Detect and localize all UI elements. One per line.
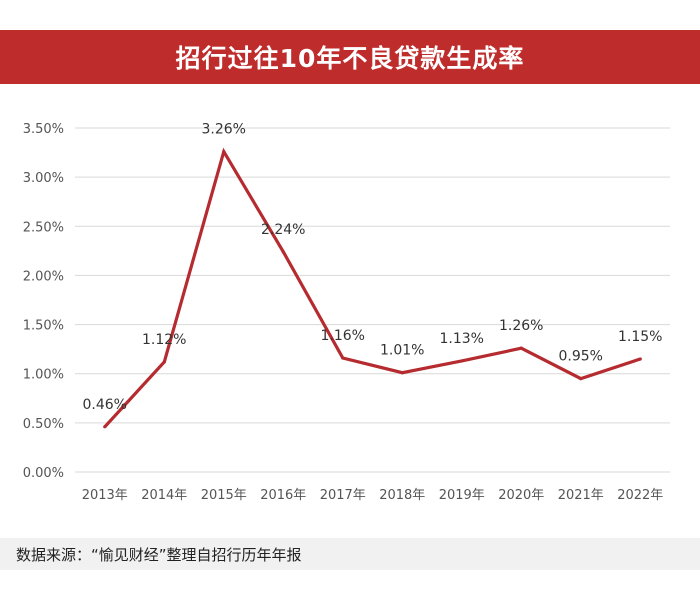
y-tick-label: 0.00% [23, 466, 64, 481]
data-label: 0.46% [83, 397, 127, 413]
x-tick-label: 2016年 [260, 488, 306, 503]
data-point [579, 377, 583, 381]
x-tick-label: 2018年 [379, 488, 425, 503]
x-tick-label: 2019年 [439, 488, 485, 503]
line-chart: 0.00% 0.50% 1.00% 1.50% 2.00% 2.50% 3.00% 3.50%… [23, 122, 670, 503]
y-tick-label: 3.50% [23, 122, 64, 137]
y-tick-label: 1.00% [23, 368, 64, 383]
x-tick-label: 2014年 [141, 488, 187, 503]
gridlines [75, 127, 670, 473]
chart-title-banner: 招行过往10年不良贷款生成率 [0, 30, 700, 84]
x-tick-label: 2021年 [558, 488, 604, 503]
data-label: 0.95% [559, 349, 603, 365]
data-labels: 0.46% 1.12% 3.26% 2.24% 1.16% 1.01% 1.13% 1.26%… [83, 122, 663, 413]
data-label: 1.26% [499, 318, 543, 334]
y-axis-ticks: 0.00% 0.50% 1.00% 1.50% 2.00% 2.50% 3.00% 3.50% [23, 122, 64, 481]
x-axis-ticks: 2013年 2014年 2015年 2016年 2017年 2018年 2019年 2020年… [82, 488, 664, 503]
data-label: 1.15% [618, 329, 662, 345]
x-tick-label: 2017年 [320, 488, 366, 503]
data-point [162, 360, 166, 364]
x-tick-label: 2015年 [201, 488, 247, 503]
data-label: 1.12% [142, 332, 186, 348]
data-point [519, 346, 523, 350]
x-tick-label: 2013年 [82, 488, 128, 503]
y-tick-label: 1.50% [23, 319, 64, 334]
data-point [400, 371, 404, 375]
x-tick-label: 2022年 [617, 488, 663, 503]
y-tick-label: 3.00% [23, 171, 64, 186]
data-point [281, 250, 285, 254]
y-tick-label: 2.50% [23, 220, 64, 235]
source-text: 数据来源：“愉见财经”整理自招行历年年报 [16, 545, 302, 564]
chart-title: 招行过往10年不良贷款生成率 [175, 44, 525, 73]
data-label: 1.16% [321, 328, 365, 344]
y-tick-label: 2.00% [23, 269, 64, 284]
x-tick-label: 2020年 [498, 488, 544, 503]
source-note: 数据来源：“愉见财经”整理自招行历年年报 [0, 538, 700, 570]
data-point [638, 357, 642, 361]
series-line [103, 147, 641, 428]
series-layer [103, 147, 642, 429]
data-label: 3.26% [202, 122, 246, 138]
y-tick-label: 0.50% [23, 417, 64, 432]
data-label: 1.13% [440, 331, 484, 347]
data-point [103, 425, 107, 429]
data-point [460, 359, 464, 363]
data-point [341, 356, 345, 360]
data-point [222, 149, 226, 154]
data-label: 1.01% [380, 343, 424, 359]
data-label: 2.24% [261, 222, 305, 238]
